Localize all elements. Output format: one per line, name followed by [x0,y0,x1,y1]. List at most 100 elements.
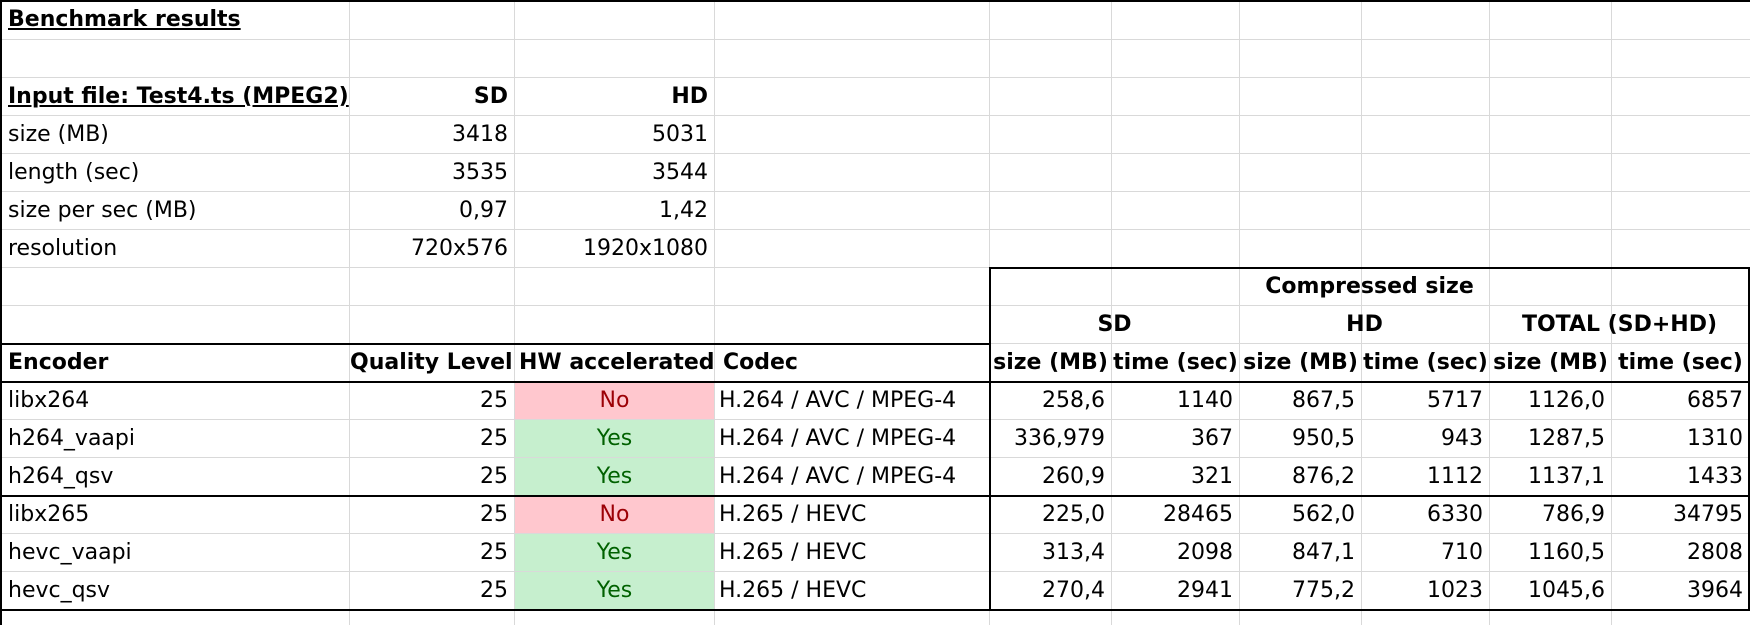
encoder-cell[interactable]: hevc_qsv [8,578,111,603]
hw-accelerated-cell[interactable]: Yes [515,458,714,495]
codec-header[interactable]: Codec [723,350,798,375]
sd-size-cell[interactable]: 258,6 [1042,388,1105,413]
input-row-label[interactable]: size per sec (MB) [8,198,197,223]
codec-cell[interactable]: H.265 / HEVC [719,502,867,527]
quality-cell[interactable]: 25 [480,464,508,489]
input-row-label[interactable]: length (sec) [8,160,140,185]
codec-cell[interactable]: H.264 / AVC / MPEG-4 [719,388,957,413]
hd-size-cell[interactable]: 847,1 [1292,540,1355,565]
sd-size-cell[interactable]: 313,4 [1042,540,1105,565]
hw-accelerated-cell[interactable]: Yes [515,534,714,571]
encoder-cell[interactable]: libx265 [8,502,90,527]
hd-time-cell[interactable]: 943 [1441,426,1483,451]
sd-size-cell[interactable]: 225,0 [1042,502,1105,527]
total-size-cell[interactable]: 1045,6 [1528,578,1605,603]
quality-cell[interactable]: 25 [480,540,508,565]
hw-accelerated-cell[interactable]: Yes [515,572,714,609]
gridline-horizontal [0,39,1750,40]
input-row-label[interactable]: size (MB) [8,122,109,147]
input-row-sd-value[interactable]: 720x576 [410,236,508,261]
total-size-cell[interactable]: 1137,1 [1528,464,1605,489]
total-time-cell[interactable]: 34795 [1673,502,1743,527]
gridline-vertical [1611,0,1612,625]
hd-size-cell[interactable]: 867,5 [1292,388,1355,413]
input-col-sd-header[interactable]: SD [473,84,508,109]
quality-cell[interactable]: 25 [480,502,508,527]
gridline-horizontal [0,115,1750,116]
results-hd-header[interactable]: HD [1346,312,1383,337]
hw-accelerated-cell[interactable]: No [515,382,714,419]
compressed-size-header[interactable]: Compressed size [1265,274,1474,299]
input-row-sd-value[interactable]: 0,97 [459,198,508,223]
hd-size-cell[interactable]: 876,2 [1292,464,1355,489]
input-col-hd-header[interactable]: HD [671,84,708,109]
total-size-header[interactable]: size (MB) [1493,350,1608,375]
input-row-hd-value[interactable]: 5031 [652,122,708,147]
quality-cell[interactable]: 25 [480,426,508,451]
quality-cell[interactable]: 25 [480,388,508,413]
input-file-heading[interactable]: Input file: Test4.ts (MPEG2) [8,84,349,109]
quality-cell[interactable]: 25 [480,578,508,603]
input-row-sd-value[interactable]: 3418 [452,122,508,147]
table-border [989,267,1749,269]
sd-size-cell[interactable]: 336,979 [1014,426,1105,451]
hd-size-cell[interactable]: 950,5 [1292,426,1355,451]
gridline-vertical [1111,0,1112,625]
input-row-hd-value[interactable]: 1920x1080 [583,236,708,261]
hd-time-cell[interactable]: 710 [1441,540,1483,565]
sd-time-cell[interactable]: 2941 [1177,578,1233,603]
hd-time-cell[interactable]: 1112 [1427,464,1483,489]
gridline-horizontal [0,533,1750,534]
hd-time-header[interactable]: time (sec) [1363,350,1488,375]
codec-cell[interactable]: H.264 / AVC / MPEG-4 [719,464,957,489]
encoder-header[interactable]: Encoder [8,350,109,375]
hd-time-cell[interactable]: 6330 [1427,502,1483,527]
total-time-cell[interactable]: 2808 [1687,540,1743,565]
results-sd-header[interactable]: SD [1097,312,1132,337]
total-time-cell[interactable]: 1310 [1687,426,1743,451]
encoder-cell[interactable]: libx264 [8,388,90,413]
total-time-cell[interactable]: 6857 [1687,388,1743,413]
total-time-cell[interactable]: 1433 [1687,464,1743,489]
codec-cell[interactable]: H.265 / HEVC [719,578,867,603]
sd-size-header[interactable]: size (MB) [993,350,1108,375]
total-time-cell[interactable]: 3964 [1687,578,1743,603]
hd-size-header[interactable]: size (MB) [1243,350,1358,375]
input-row-hd-value[interactable]: 3544 [652,160,708,185]
hw-accelerated-cell[interactable]: No [515,496,714,533]
sd-time-cell[interactable]: 367 [1191,426,1233,451]
sd-time-cell[interactable]: 2098 [1177,540,1233,565]
sd-size-cell[interactable]: 260,9 [1042,464,1105,489]
total-size-cell[interactable]: 786,9 [1542,502,1605,527]
sd-time-cell[interactable]: 1140 [1177,388,1233,413]
encoder-cell[interactable]: h264_qsv [8,464,114,489]
input-row-label[interactable]: resolution [8,236,118,261]
gridline-vertical [349,0,350,625]
total-size-cell[interactable]: 1160,5 [1528,540,1605,565]
input-row-hd-value[interactable]: 1,42 [659,198,708,223]
table-border [0,343,990,345]
sd-size-cell[interactable]: 270,4 [1042,578,1105,603]
sd-time-header[interactable]: time (sec) [1113,350,1238,375]
hw-accelerated-cell[interactable]: Yes [515,420,714,457]
hd-time-cell[interactable]: 5717 [1427,388,1483,413]
encoder-cell[interactable]: h264_vaapi [8,426,135,451]
hd-size-cell[interactable]: 562,0 [1292,502,1355,527]
gridline-vertical [714,0,715,625]
sheet-title[interactable]: Benchmark results [8,7,241,32]
quality-level-header[interactable]: Quality Level [350,350,513,375]
encoder-cell[interactable]: hevc_vaapi [8,540,132,565]
hd-time-cell[interactable]: 1023 [1427,578,1483,603]
codec-cell[interactable]: H.265 / HEVC [719,540,867,565]
hw-accelerated-header[interactable]: HW accelerated [519,350,715,375]
input-row-sd-value[interactable]: 3535 [452,160,508,185]
results-total-header[interactable]: TOTAL (SD+HD) [1521,312,1718,337]
sd-time-cell[interactable]: 28465 [1163,502,1233,527]
total-size-cell[interactable]: 1287,5 [1528,426,1605,451]
sd-time-cell[interactable]: 321 [1191,464,1233,489]
total-time-header[interactable]: time (sec) [1618,350,1743,375]
codec-cell[interactable]: H.264 / AVC / MPEG-4 [719,426,957,451]
total-size-cell[interactable]: 1126,0 [1528,388,1605,413]
hd-size-cell[interactable]: 775,2 [1292,578,1355,603]
